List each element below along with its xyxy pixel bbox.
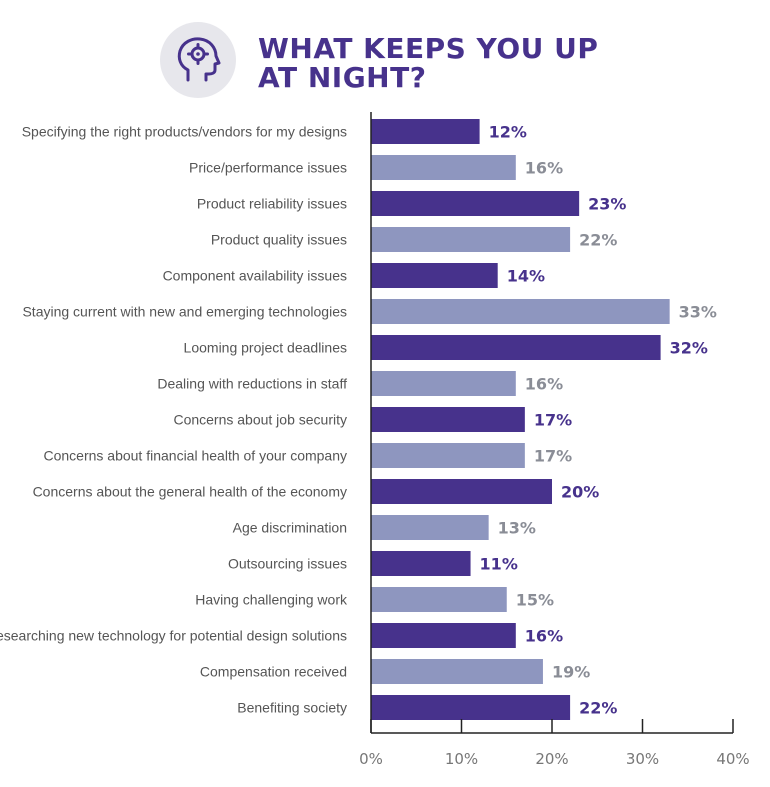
bar-value-label: 22% [579,699,617,718]
x-tick-label: 30% [626,750,659,768]
x-tick-label: 10% [445,750,478,768]
category-label: Staying current with new and emerging te… [22,304,347,320]
bar [371,587,507,612]
x-tick-label: 20% [535,750,568,768]
chart-title-line-2: AT NIGHT? [258,61,427,94]
category-label: Specifying the right products/vendors fo… [22,124,347,140]
bar-value-label: 23% [588,195,626,214]
bar [371,263,498,288]
bar-value-label: 14% [507,267,545,286]
head-gear-icon [160,22,236,98]
bar-value-label: 22% [579,231,617,250]
category-label: Concerns about the general health of the… [33,484,347,500]
bar-value-label: 32% [670,339,708,358]
bar [371,443,525,468]
bar [371,371,516,396]
category-label: Outsourcing issues [228,556,347,572]
chart-header: WHAT KEEPS YOU UP AT NIGHT? [160,14,720,104]
category-label: Dealing with reductions in staff [157,376,347,392]
bar-value-label: 19% [552,663,590,682]
category-label: Researching new technology for potential… [0,628,347,644]
bar [371,119,480,144]
bar [371,191,580,216]
bar [371,335,661,360]
bar-value-label: 20% [561,483,599,502]
category-label: Concerns about financial health of your … [43,448,347,464]
category-label: Compensation received [200,664,347,680]
x-tick-label: 0% [359,750,383,768]
bar-value-label: 11% [480,555,518,574]
bar [371,515,489,540]
bar [371,407,525,432]
bar-value-label: 13% [498,519,536,538]
bar [371,155,516,180]
bar [371,659,543,684]
bar [371,227,571,252]
category-label: Age discrimination [233,520,347,536]
bar-value-label: 16% [525,627,563,646]
category-label: Product reliability issues [197,196,347,212]
chart-title: WHAT KEEPS YOU UP AT NIGHT? [258,34,598,92]
bar-value-label: 33% [679,303,717,322]
bar-value-label: 16% [525,375,563,394]
x-tick-label: 40% [716,750,749,768]
bar-value-label: 15% [516,591,554,610]
category-label: Having challenging work [195,592,348,608]
category-label: Concerns about job security [173,412,347,428]
bar-value-label: 17% [534,447,572,466]
bar [371,299,670,324]
chart-title-line-1: WHAT KEEPS YOU UP [258,32,599,65]
bar-value-label: 12% [489,123,527,142]
bar-value-label: 16% [525,159,563,178]
bar [371,695,571,720]
bar [371,623,516,648]
category-label: Price/performance issues [189,160,347,176]
category-label: Benefiting society [237,700,347,716]
category-label: Product quality issues [211,232,347,248]
bar [371,479,552,504]
bar [371,551,471,576]
bar-value-label: 17% [534,411,572,430]
category-label: Component availability issues [163,268,347,284]
category-label: Looming project deadlines [184,340,347,356]
